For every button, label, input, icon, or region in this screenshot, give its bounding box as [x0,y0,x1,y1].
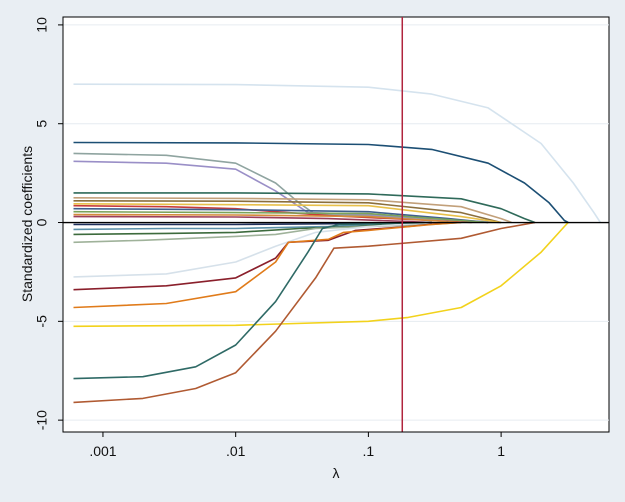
series-line-12 [73,213,462,224]
grid-layer [63,24,609,421]
series-line-11 [73,210,489,224]
series-line-2 [73,141,569,224]
series-line-23 [73,221,536,404]
x-tick-label: .1 [363,443,375,459]
series-line-18 [73,221,432,278]
y-axis-title: Standardized coefficients [19,146,35,302]
series-layer [63,83,609,404]
series-line-21 [73,221,569,328]
series-line-1 [73,83,602,223]
series-line-20 [73,221,462,309]
y-tick-label: -5 [34,315,50,328]
y-tick-label: 0 [34,218,50,226]
y-tick-label: -10 [34,410,50,430]
series-line-7 [73,200,502,224]
x-tick-label: 1 [497,443,505,459]
tick-layer: .001 .01 .1 1 10 5 0 -5 -10 [34,17,506,459]
x-tick-label: .001 [89,443,116,459]
series-line-6 [73,197,512,224]
series-line-22 [73,221,432,380]
y-tick-label: 10 [34,17,50,33]
series-line-5 [73,192,536,224]
series-line-8 [73,203,502,224]
axis-layer [62,17,609,433]
x-tick-label: .01 [226,443,246,459]
x-axis-title: λ [333,465,340,481]
y-tick-label: 5 [34,120,50,128]
